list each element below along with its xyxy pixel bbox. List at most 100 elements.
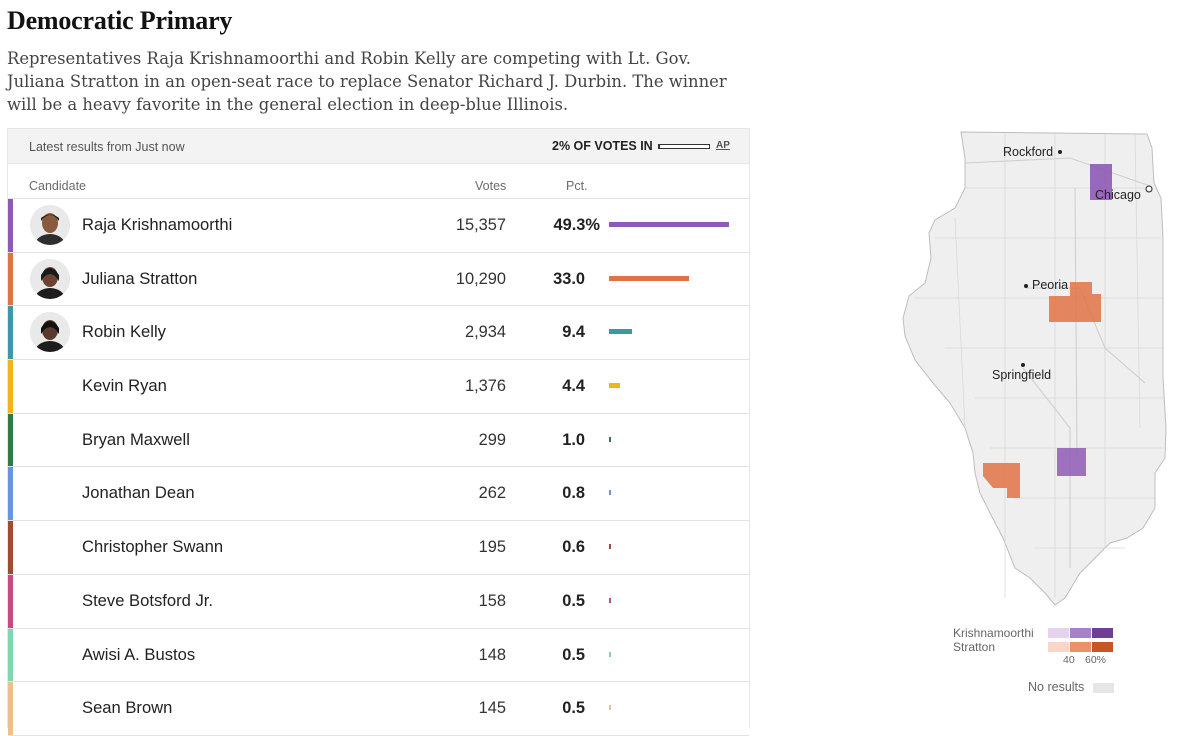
candidate-color-swatch <box>8 252 13 306</box>
legend-no-results-swatch <box>1093 683 1114 693</box>
candidate-row: Christopher Swann 195 0.6 <box>8 521 749 575</box>
results-table: Latest results from Just now 2% OF VOTES… <box>7 128 750 736</box>
candidate-pct: 0.6 <box>562 538 585 557</box>
candidate-votes: 15,357 <box>455 216 506 234</box>
candidate-row: Bryan Maxwell 299 1.0 <box>8 413 749 468</box>
legend-s-swatch-2 <box>1070 642 1091 652</box>
city-label-rockford: Rockford <box>1003 145 1053 159</box>
candidate-name: Kevin Ryan <box>82 376 167 396</box>
candidate-color-swatch <box>8 199 13 252</box>
candidate-votes: 158 <box>478 591 506 610</box>
candidate-pct-bar <box>609 222 729 227</box>
city-label-chicago: Chicago <box>1095 188 1141 202</box>
candidate-pct-bar <box>609 329 632 335</box>
candidate-color-swatch <box>8 521 13 574</box>
candidate-avatar <box>30 312 70 353</box>
candidate-pct: 0.8 <box>562 484 585 503</box>
city-dot-rockford <box>1058 150 1062 154</box>
city-dot-chicago <box>1145 185 1153 193</box>
candidate-color-swatch <box>8 413 13 467</box>
candidate-color-swatch <box>8 306 13 360</box>
candidate-pct: 0.5 <box>562 645 585 664</box>
candidate-color-swatch <box>8 682 13 735</box>
city-dot-peoria <box>1024 284 1028 288</box>
candidate-name: Juliana Stratton <box>82 268 198 288</box>
candidate-votes: 1,376 <box>464 377 506 396</box>
candidate-row: Jonathan Dean 262 0.8 <box>8 467 749 522</box>
candidate-pct: 1.0 <box>562 430 585 449</box>
candidate-row: Juliana Stratton 10,290 33.0 <box>8 252 749 307</box>
candidate-pct-bar <box>609 383 620 389</box>
candidate-name: Awisi A. Bustos <box>82 644 196 664</box>
legend-tick-60: 60% <box>1085 654 1107 666</box>
legend-s-swatch-3 <box>1092 642 1113 652</box>
candidate-color-swatch <box>8 360 13 413</box>
county-krishnamoorthi-cook[interactable] <box>1090 164 1112 200</box>
candidate-pct: 0.5 <box>562 699 585 718</box>
candidate-votes: 299 <box>478 430 506 449</box>
candidate-name: Sean Brown <box>82 698 173 718</box>
legend-krishnamoorthi: Krishnamoorthi <box>953 626 1034 640</box>
legend-no-results: No results <box>1028 680 1085 694</box>
candidate-pct: 9.4 <box>562 323 585 342</box>
candidate-color-swatch <box>8 467 13 521</box>
col-pct: Pct. <box>566 179 588 193</box>
candidate-pct: 0.5 <box>562 591 585 610</box>
candidate-pct-bar <box>609 597 611 603</box>
race-description: Representatives Raja Krishnamoorthi and … <box>7 49 727 114</box>
candidate-row: Robin Kelly 2,934 9.4 <box>8 306 749 361</box>
legend-k-swatch-3 <box>1092 628 1113 638</box>
candidate-pct: 49.3% <box>553 216 600 234</box>
city-label-springfield: Springfield <box>992 368 1051 382</box>
candidate-votes: 262 <box>478 484 506 503</box>
candidate-name: Christopher Swann <box>82 537 224 557</box>
candidate-avatar <box>30 205 70 245</box>
legend-k-swatch-1 <box>1048 628 1069 638</box>
candidate-votes: 195 <box>478 538 506 557</box>
illinois-outline <box>902 131 1167 606</box>
candidate-pct-bar <box>609 275 689 281</box>
candidate-pct: 4.4 <box>562 377 585 396</box>
candidate-color-swatch <box>8 574 13 628</box>
votes-in-progress-fill <box>659 145 660 148</box>
candidate-row: Steve Botsford Jr. 158 0.5 <box>8 574 749 629</box>
illinois-map: Rockford Chicago Peoria Springfield <box>895 128 1175 608</box>
candidate-pct-bar <box>609 651 611 657</box>
candidate-pct-bar <box>609 705 611 711</box>
latest-update: Latest results from Just now <box>29 140 185 154</box>
candidate-name: Jonathan Dean <box>82 483 195 503</box>
candidate-pct-bar <box>609 436 611 442</box>
results-header: Latest results from Just now 2% OF VOTES… <box>8 129 749 164</box>
legend-k-swatch-2 <box>1070 628 1091 638</box>
candidate-row: Sean Brown 145 0.5 <box>8 682 749 736</box>
county-lines <box>915 133 1165 598</box>
votes-in-progress <box>658 144 710 149</box>
candidate-avatar <box>30 258 70 299</box>
county-stratton-peoria[interactable] <box>1049 282 1101 322</box>
candidate-color-swatch <box>8 628 13 682</box>
candidate-pct: 33.0 <box>553 269 585 288</box>
votes-in-label: 2% OF VOTES IN <box>552 139 653 153</box>
candidate-name: Bryan Maxwell <box>82 429 190 449</box>
legend-tick-40: 40 <box>1063 654 1075 666</box>
candidate-rows: Raja Krishnamoorthi 15,357 49.3% Juliana S… <box>8 199 749 736</box>
candidate-name: Robin Kelly <box>82 322 166 342</box>
city-label-peoria: Peoria <box>1032 278 1068 292</box>
candidate-votes: 2,934 <box>464 323 506 342</box>
candidate-pct-bar <box>609 544 611 550</box>
ap-source-link[interactable]: AP <box>716 140 730 151</box>
illinois-map-svg: Rockford Chicago Peoria Springfield <box>902 131 1167 606</box>
candidate-row: Kevin Ryan 1,376 4.4 <box>8 360 749 414</box>
county-krishnamoorthi-south[interactable] <box>1057 448 1086 476</box>
column-headers: Candidate Votes Pct. <box>8 164 749 199</box>
avatar-photo-icon <box>30 258 70 299</box>
col-votes: Votes <box>475 179 507 193</box>
candidate-votes: 148 <box>478 645 506 664</box>
avatar-photo-icon <box>30 312 70 353</box>
county-stratton-stclair[interactable] <box>983 463 1020 498</box>
col-candidate: Candidate <box>29 179 86 193</box>
highways <box>964 157 1151 568</box>
candidate-name: Steve Botsford Jr. <box>82 590 213 610</box>
candidate-name: Raja Krishnamoorthi <box>82 215 233 234</box>
page-title: Democratic Primary <box>7 6 233 35</box>
